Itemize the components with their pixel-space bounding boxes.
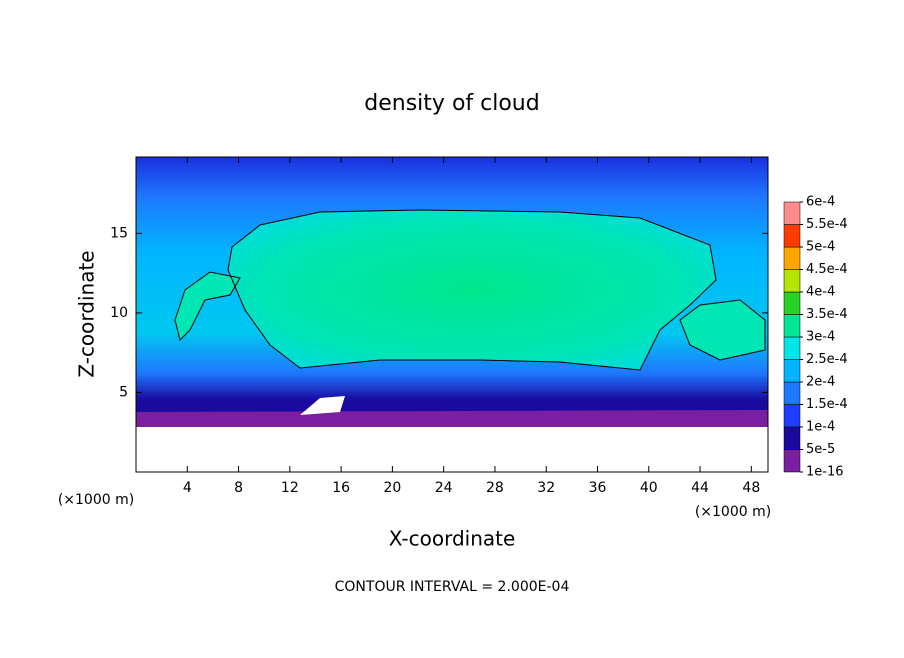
- empty-region: [136, 427, 768, 472]
- colorbar-label: 5.5e-4: [806, 217, 848, 232]
- colorbar-label: 3.5e-4: [806, 307, 848, 322]
- colorbar-label: 5e-4: [806, 240, 835, 255]
- y-unit: (×1000 m): [58, 492, 134, 508]
- colorbar-label: 2.5e-4: [806, 352, 848, 367]
- colorbar-label: 4.5e-4: [806, 262, 848, 277]
- x-tick-label: 8: [234, 480, 243, 496]
- x-tick-label: 20: [383, 480, 401, 496]
- colorbar-cell: [783, 359, 801, 383]
- x-unit: (×1000 m): [695, 504, 771, 520]
- colorbar-cell: [783, 201, 801, 225]
- y-tick-label: 10: [110, 305, 128, 321]
- field: [136, 157, 768, 472]
- colorbar-label: 1e-4: [806, 420, 835, 435]
- colorbar-cell: [783, 269, 801, 293]
- y-tick-label: 15: [110, 225, 128, 241]
- x-tick-label: 4: [183, 480, 192, 496]
- colorbar-cell: [783, 449, 801, 473]
- x-tick-label: 48: [742, 480, 760, 496]
- x-tick-label: 24: [435, 480, 453, 496]
- y-tick-label: 5: [119, 384, 128, 400]
- colorbar-label: 2e-4: [806, 375, 835, 390]
- x-axis-label: X-coordinate: [389, 527, 516, 551]
- contour-line: [174, 271, 766, 361]
- colorbar-cell: [783, 291, 801, 315]
- colorbar-cell: [783, 336, 801, 360]
- plot-frame: [135, 156, 769, 473]
- colorbar-label: 3e-4: [806, 330, 835, 345]
- base-band: [136, 410, 768, 428]
- x-tick-label: 28: [486, 480, 504, 496]
- cloud-curl: [175, 272, 240, 340]
- colorbar-cell: [783, 426, 801, 450]
- contour-note: CONTOUR INTERVAL = 2.000E-04: [335, 579, 570, 595]
- x-tick-label: 16: [332, 480, 350, 496]
- y-axis-label: Z-coordinate: [75, 250, 99, 377]
- colorbar-cell: [783, 404, 801, 428]
- colorbar-label: 1e-16: [806, 465, 844, 480]
- colorbar-cell: [783, 381, 801, 405]
- x-tick-label: 44: [691, 480, 709, 496]
- x-tick-label: 40: [640, 480, 658, 496]
- x-tick-label: 32: [537, 480, 555, 496]
- colorbar-label: 6e-4: [806, 195, 835, 210]
- clear-patch: [300, 396, 345, 415]
- cloud-core: [228, 210, 716, 370]
- colorbar-label: 1.5e-4: [806, 397, 848, 412]
- colorbar-label: 4e-4: [806, 285, 835, 300]
- x-tick-label: 12: [281, 480, 299, 496]
- colorbar-cell: [783, 246, 801, 270]
- x-tick-label: 36: [589, 480, 607, 496]
- colorbar-cell: [783, 224, 801, 248]
- chart-title: density of cloud: [364, 91, 539, 116]
- cloud-right: [680, 300, 765, 360]
- colorbar-cell: [783, 314, 801, 338]
- contour-line: [227, 209, 717, 371]
- colorbar-label: 5e-5: [806, 442, 835, 457]
